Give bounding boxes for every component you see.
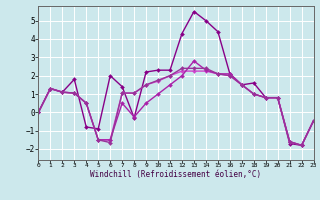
X-axis label: Windchill (Refroidissement éolien,°C): Windchill (Refroidissement éolien,°C) [91,170,261,179]
